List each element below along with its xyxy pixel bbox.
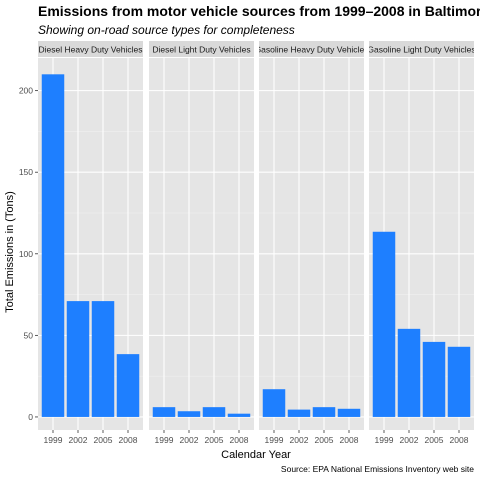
panel-background [259,58,364,430]
bar [116,354,140,417]
bar [447,346,471,417]
bar [66,301,90,417]
chart-caption: Source: EPA National Emissions Inventory… [281,464,474,474]
y-axis: 0 50 100 150 200 [19,86,38,422]
facet-panel: Gasoline Heavy Duty Vehicles 1999 2002 2005… [255,41,369,445]
bar [372,231,396,417]
facet-strip [38,41,143,57]
x-tick-label: 1999 [375,435,394,445]
bar [202,407,226,417]
x-tick-label: 2005 [425,435,444,445]
facet-strip [259,41,364,57]
y-tick-label: 200 [19,86,33,96]
y-axis-label: Total Emissions in (Tons) [4,191,16,313]
bar [91,301,115,417]
facet-panel: Gasoline Light Duty Vehicles 1999 2002 2005… [367,41,475,445]
x-tick-label: 2008 [340,435,359,445]
x-tick-label: 1999 [44,435,63,445]
x-tick-label: 2008 [230,435,249,445]
facet-strip [149,41,254,57]
chart-title: Emissions from motor vehicle sources fro… [38,3,480,19]
bar [227,413,251,417]
bar [41,74,65,417]
x-tick-label: 2008 [450,435,469,445]
x-tick-label: 2002 [180,435,199,445]
bar [262,389,286,417]
x-axis-label: Calendar Year [221,449,291,461]
x-tick-label: 1999 [265,435,284,445]
x-tick-label: 2008 [119,435,138,445]
bar [312,407,336,417]
facet-strip-label: Gasoline Light Duty Vehicles [367,45,475,55]
bar [422,341,446,417]
y-tick-label: 0 [28,412,33,422]
x-tick-label: 2005 [205,435,224,445]
facet-strip-label: Gasoline Heavy Duty Vehicles [255,45,369,55]
y-tick-label: 50 [24,330,34,340]
x-tick-label: 2002 [290,435,309,445]
bar [177,411,201,417]
facet-strip-label: Diesel Light Duty Vehicles [152,45,250,55]
bar [287,409,311,417]
facet-panel: Diesel Light Duty Vehicles 1999 2002 2005 20… [149,41,254,445]
x-tick-label: 2005 [94,435,113,445]
bar [337,408,361,417]
bar [397,328,421,417]
x-tick-label: 1999 [155,435,174,445]
x-tick-label: 2002 [69,435,88,445]
y-tick-label: 100 [19,249,33,259]
x-tick-label: 2005 [315,435,334,445]
facet-panels: Diesel Heavy Duty Vehicles 1999 2002 2005 20… [38,41,475,445]
facet-strip-label: Diesel Heavy Duty Vehicles [39,45,143,55]
chart-subtitle: Showing on-road source types for complet… [38,23,295,37]
x-tick-label: 2002 [400,435,419,445]
facet-panel: Diesel Heavy Duty Vehicles 1999 2002 2005 20… [38,41,143,445]
facet-strip [369,41,474,57]
bar [152,407,176,417]
y-tick-label: 150 [19,167,33,177]
panel-background [149,58,254,430]
